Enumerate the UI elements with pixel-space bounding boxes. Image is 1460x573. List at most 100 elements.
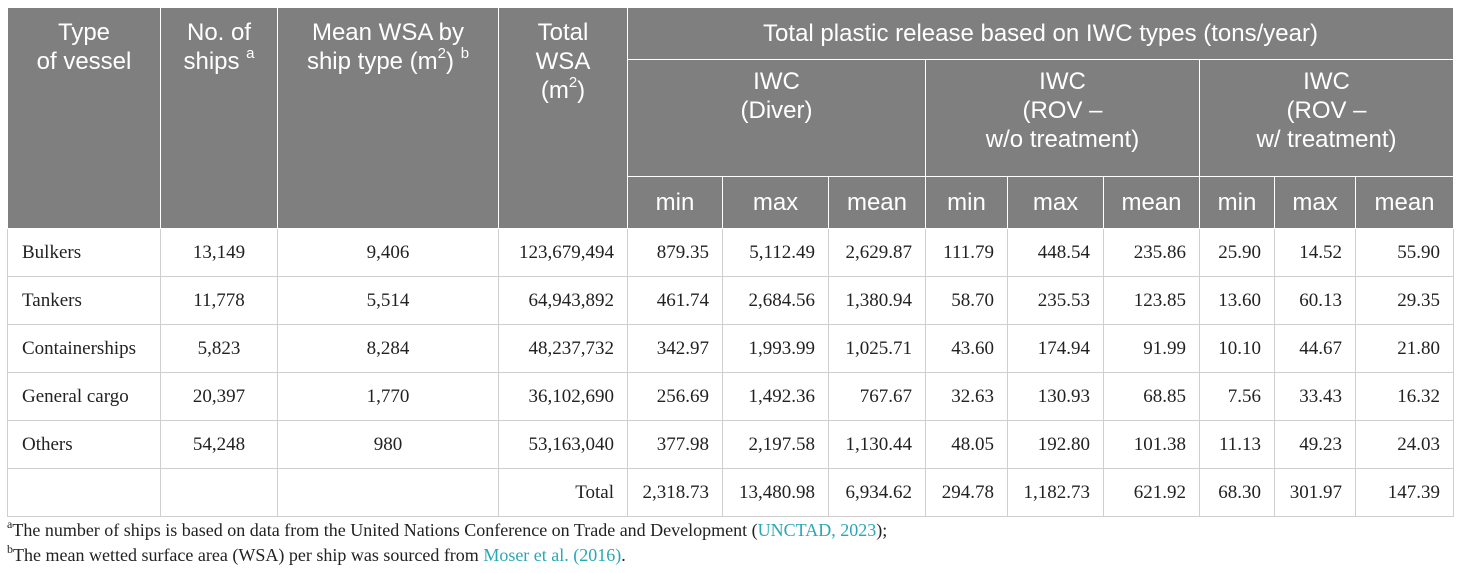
total-wsa-cell: 53,163,040 — [498, 420, 628, 469]
release-value-cell: 58.70 — [925, 276, 1008, 325]
release-value-cell: 24.03 — [1354, 420, 1455, 469]
total-value-cell: 294.78 — [925, 468, 1008, 517]
release-value-cell: 235.86 — [1103, 228, 1200, 277]
release-value-cell: 192.80 — [1007, 420, 1104, 469]
release-value-cell: 13.60 — [1199, 276, 1275, 325]
total-label-cell: Total — [498, 468, 628, 517]
release-value-cell: 25.90 — [1199, 228, 1275, 277]
ship-count-cell: 11,778 — [160, 276, 278, 325]
release-value-cell: 16.32 — [1354, 372, 1455, 421]
header-max: max — [1007, 176, 1104, 229]
release-value-cell: 767.67 — [828, 372, 926, 421]
empty-cell — [277, 468, 499, 517]
release-value-cell: 461.74 — [627, 276, 723, 325]
total-value-cell: 6,934.62 — [828, 468, 926, 517]
table-row: Tankers 11,778 5,514 64,943,892 461.74 2,684.… — [7, 276, 1455, 325]
release-value-cell: 5,112.49 — [722, 228, 829, 277]
ship-count-cell: 5,823 — [160, 324, 278, 373]
release-value-cell: 235.53 — [1007, 276, 1104, 325]
total-wsa-cell: 48,237,732 — [498, 324, 628, 373]
header-min: min — [1199, 176, 1275, 229]
header-mean-wsa: Mean WSA by ship type (m2) b — [277, 7, 499, 229]
mean-wsa-cell: 980 — [277, 420, 499, 469]
release-value-cell: 43.60 — [925, 324, 1008, 373]
release-value-cell: 2,197.58 — [722, 420, 829, 469]
release-value-cell: 342.97 — [627, 324, 723, 373]
release-value-cell: 49.23 — [1274, 420, 1356, 469]
release-value-cell: 1,130.44 — [828, 420, 926, 469]
header-max: max — [1274, 176, 1356, 229]
header-mean: mean — [1103, 176, 1200, 229]
header-total-plastic-release: Total plastic release based on IWC types… — [626, 7, 1455, 60]
release-value-cell: 44.67 — [1274, 324, 1356, 373]
header-type-of-vessel: Type of vessel — [7, 7, 161, 229]
unctad-link[interactable]: UNCTAD, 2023 — [757, 520, 877, 540]
empty-cell — [160, 468, 278, 517]
release-value-cell: 123.85 — [1103, 276, 1200, 325]
ship-count-cell: 54,248 — [160, 420, 278, 469]
release-value-cell: 256.69 — [627, 372, 723, 421]
table-row: Containerships 5,823 8,284 48,237,732 342.97… — [7, 324, 1455, 373]
release-value-cell: 91.99 — [1103, 324, 1200, 373]
header-no-of-ships: No. of ships a — [160, 7, 278, 229]
total-value-cell: 1,182.73 — [1007, 468, 1104, 517]
moser-link[interactable]: Moser et al. (2016) — [483, 545, 622, 565]
vessel-type-cell: General cargo — [7, 372, 161, 421]
plastic-release-table: Type of vessel No. of ships a Mean WSA by s… — [7, 7, 1455, 517]
release-value-cell: 879.35 — [627, 228, 723, 277]
total-row: Total 2,318.73 13,480.98 6,934.62 294.78 1,18… — [7, 468, 1455, 517]
release-value-cell: 2,684.56 — [722, 276, 829, 325]
total-value-cell: 147.39 — [1354, 468, 1455, 517]
header-total-wsa: Total WSA (m2) — [498, 7, 628, 229]
ship-count-cell: 20,397 — [160, 372, 278, 421]
total-wsa-cell: 64,943,892 — [498, 276, 628, 325]
table-container: Type of vessel No. of ships a Mean WSA by s… — [7, 7, 1455, 517]
table-row: General cargo 20,397 1,770 36,102,690 256.69… — [7, 372, 1455, 421]
release-value-cell: 7.56 — [1199, 372, 1275, 421]
release-value-cell: 10.10 — [1199, 324, 1275, 373]
header-min: min — [627, 176, 723, 229]
release-value-cell: 11.13 — [1199, 420, 1275, 469]
header-iwc-diver: IWC (Diver) — [627, 59, 926, 177]
release-value-cell: 21.80 — [1354, 324, 1455, 373]
release-value-cell: 1,025.71 — [828, 324, 926, 373]
total-value-cell: 2,318.73 — [627, 468, 723, 517]
release-value-cell: 29.35 — [1354, 276, 1455, 325]
release-value-cell: 14.52 — [1274, 228, 1356, 277]
release-value-cell: 1,380.94 — [828, 276, 926, 325]
release-value-cell: 60.13 — [1274, 276, 1356, 325]
release-value-cell: 32.63 — [925, 372, 1008, 421]
total-wsa-cell: 36,102,690 — [498, 372, 628, 421]
mean-wsa-cell: 1,770 — [277, 372, 499, 421]
vessel-type-cell: Containerships — [7, 324, 161, 373]
header-iwc-rov-with-treatment: IWC (ROV – w/ treatment) — [1198, 59, 1455, 177]
table-row: Others 54,248 980 53,163,040 377.98 2,197.58 1… — [7, 420, 1455, 469]
header-mean: mean — [1354, 176, 1455, 229]
mean-wsa-cell: 8,284 — [277, 324, 499, 373]
footnote-b: bThe mean wetted surface area (WSA) per … — [7, 542, 626, 565]
ship-count-cell: 13,149 — [160, 228, 278, 277]
release-value-cell: 2,629.87 — [828, 228, 926, 277]
release-value-cell: 130.93 — [1007, 372, 1104, 421]
release-value-cell: 68.85 — [1103, 372, 1200, 421]
release-value-cell: 1,993.99 — [722, 324, 829, 373]
mean-wsa-cell: 9,406 — [277, 228, 499, 277]
total-value-cell: 301.97 — [1274, 468, 1356, 517]
total-value-cell: 621.92 — [1103, 468, 1200, 517]
table-row: Bulkers 13,149 9,406 123,679,494 879.35 5,112… — [7, 228, 1455, 277]
mean-wsa-cell: 5,514 — [277, 276, 499, 325]
release-value-cell: 111.79 — [925, 228, 1008, 277]
release-value-cell: 448.54 — [1007, 228, 1104, 277]
release-value-cell: 1,492.36 — [722, 372, 829, 421]
vessel-type-cell: Tankers — [7, 276, 161, 325]
header-max: max — [722, 176, 829, 229]
total-value-cell: 13,480.98 — [722, 468, 829, 517]
release-value-cell: 33.43 — [1274, 372, 1356, 421]
release-value-cell: 101.38 — [1103, 420, 1200, 469]
vessel-type-cell: Others — [7, 420, 161, 469]
empty-cell — [7, 468, 161, 517]
header-min: min — [925, 176, 1008, 229]
footnote-a: aThe number of ships is based on data fr… — [7, 517, 888, 540]
release-value-cell: 55.90 — [1354, 228, 1455, 277]
total-wsa-cell: 123,679,494 — [498, 228, 628, 277]
